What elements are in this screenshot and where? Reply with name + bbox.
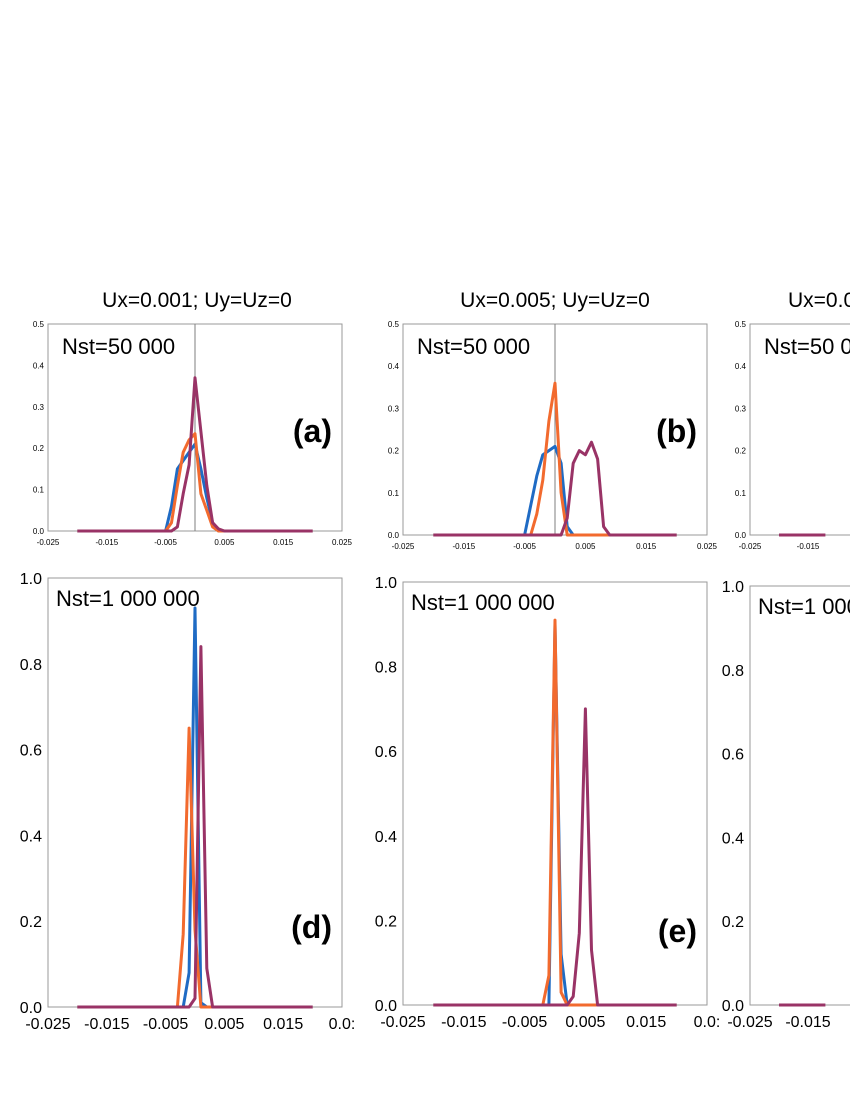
y-tick-label: 0.2: [735, 447, 747, 456]
x-tick-label: -0.015: [441, 1014, 486, 1031]
y-tick-label: 0.5: [33, 320, 45, 329]
x-tick-label: 0.0:: [694, 1014, 721, 1031]
y-tick-label: 0.0: [20, 1000, 42, 1017]
x-tick-label: 0.0:: [329, 1016, 356, 1033]
x-tick-label: 0.015: [273, 538, 294, 547]
y-tick-label: 0.0: [33, 527, 45, 536]
nst-annotation: Nst=50 000: [417, 334, 530, 359]
y-tick-label: 1.0: [375, 575, 397, 592]
series-line-purple: [433, 440, 677, 537]
y-tick-label: 0.0: [735, 531, 747, 540]
x-tick-label: 0.015: [636, 542, 657, 551]
y-tick-label: 0.4: [735, 362, 747, 371]
x-tick-label: -0.025: [739, 542, 762, 551]
series-line-purple: [433, 707, 677, 1007]
y-tick-label: 0.3: [388, 404, 400, 413]
panel-label: (a): [293, 413, 332, 449]
panel-a: 0.0 0.1 0.2 0.3 0.4 0.5 -0.025 -0.015 -0.005 0.00…: [33, 320, 353, 547]
y-tick-label: 0.2: [722, 914, 744, 931]
x-tick-label: -0.025: [380, 1014, 425, 1031]
y-tick-label: 0.1: [735, 489, 747, 498]
y-tick-label: 0.0: [375, 998, 397, 1015]
nst-annotation: Nst=50 000: [62, 334, 175, 359]
y-tick-label: 0.2: [33, 444, 45, 453]
x-tick-label: -0.025: [392, 542, 415, 551]
x-tick-label: 0.015: [263, 1016, 303, 1033]
column-title-3: Ux=0.01; Uy=Uz=0: [788, 289, 850, 312]
y-tick-label: 0.2: [388, 447, 400, 456]
plot-frame: [749, 323, 850, 536]
x-tick-label: -0.015: [84, 1016, 129, 1033]
x-tick-label: -0.025: [37, 538, 60, 547]
y-tick-label: 0.8: [20, 657, 42, 674]
y-tick-label: 0.1: [33, 486, 45, 495]
nst-annotation: Nst=1 000 000: [411, 590, 555, 615]
x-tick-label: -0.015: [95, 538, 118, 547]
y-tick-label: 0.4: [722, 830, 744, 847]
x-tick-label: -0.005: [513, 542, 536, 551]
x-tick-label: 0.005: [575, 542, 596, 551]
x-tick-label: 0.005: [214, 538, 235, 547]
y-tick-label: 0.0: [388, 531, 400, 540]
panel-c: 0.0 0.1 0.2 0.3 0.4 0.5 -0.025 -0.015 Nst=50 000: [735, 320, 850, 551]
plot-frame: [749, 585, 850, 1006]
x-tick-label: -0.015: [452, 542, 475, 551]
y-tick-label: 0.0: [722, 998, 744, 1015]
panel-e: 0.0 0.2 0.4 0.6 0.8 1.0 -0.025 -0.015 -0.005 0.00…: [375, 575, 721, 1031]
panel-label: (e): [658, 913, 697, 949]
column-title-1: Ux=0.001; Uy=Uz=0: [102, 289, 292, 312]
y-tick-label: 0.8: [722, 663, 744, 680]
y-tick-label: 0.8: [375, 660, 397, 677]
series-line-purple: [77, 645, 313, 1009]
y-tick-label: 0.4: [20, 828, 42, 845]
y-tick-label: 0.2: [20, 914, 42, 931]
y-tick-label: 0.2: [375, 913, 397, 930]
nst-annotation: Nst=1 000 000: [56, 586, 200, 611]
plot-frame: [47, 577, 343, 1008]
nst-annotation: Nst=1 000 000: [758, 594, 850, 619]
panel-b: 0.0 0.1 0.2 0.3 0.4 0.5 -0.025 -0.015 -0.005 0.00…: [388, 320, 718, 551]
y-tick-label: 0.4: [33, 361, 45, 370]
y-tick-label: 1.0: [722, 579, 744, 596]
y-tick-label: 0.6: [20, 743, 42, 760]
x-tick-label: -0.015: [785, 1014, 830, 1031]
x-tick-label: 0.025: [697, 542, 718, 551]
y-tick-label: 0.6: [375, 744, 397, 761]
y-tick-label: 0.5: [388, 320, 400, 329]
x-tick-label: 0.005: [565, 1014, 605, 1031]
x-tick-label: -0.015: [797, 542, 820, 551]
panel-label: (b): [656, 413, 697, 449]
nst-annotation: Nst=50 000: [764, 334, 850, 359]
x-tick-label: -0.025: [25, 1016, 70, 1033]
y-tick-label: 0.5: [735, 320, 747, 329]
series-line-blue: [433, 444, 677, 537]
series-line-orange: [433, 381, 677, 537]
x-tick-label: -0.005: [143, 1016, 188, 1033]
x-tick-label: 0.025: [332, 538, 353, 547]
y-tick-label: 0.4: [375, 829, 397, 846]
series-line-orange: [433, 618, 677, 1007]
series-line-orange: [77, 432, 313, 533]
x-tick-label: 0.015: [626, 1014, 666, 1031]
y-tick-label: 0.3: [33, 403, 45, 412]
x-tick-label: -0.025: [727, 1014, 772, 1031]
x-tick-label: -0.005: [502, 1014, 547, 1031]
y-tick-label: 1.0: [20, 571, 42, 588]
panel-label: (d): [291, 909, 332, 945]
panel-d: 0.0 0.2 0.4 0.6 0.8 1.0 -0.025 -0.015 -0.005 0.00…: [20, 571, 356, 1033]
column-title-2: Ux=0.005; Uy=Uz=0: [460, 289, 650, 312]
series-line-purple: [77, 376, 313, 533]
y-tick-label: 0.3: [735, 404, 747, 413]
y-tick-label: 0.1: [388, 489, 400, 498]
y-tick-label: 0.4: [388, 362, 400, 371]
x-tick-label: -0.005: [154, 538, 177, 547]
panel-f: 0.0 0.2 0.4 0.6 0.8 1.0 -0.025 -0.015 Nst=1 000 …: [722, 579, 850, 1031]
x-tick-label: 0.005: [204, 1016, 244, 1033]
y-tick-label: 0.6: [722, 747, 744, 764]
